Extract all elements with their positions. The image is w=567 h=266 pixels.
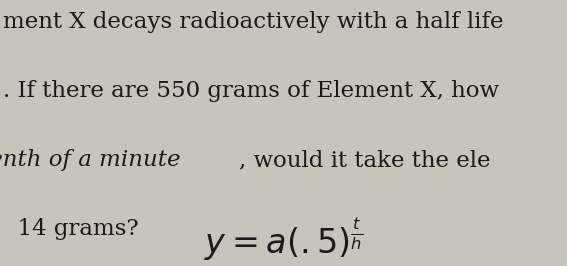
Text: 14 grams?: 14 grams? bbox=[3, 218, 138, 240]
Text: ment X decays radioactively with a half life: ment X decays radioactively with a half … bbox=[3, 11, 503, 33]
Text: . If there are 550 grams of Element X, how: . If there are 550 grams of Element X, h… bbox=[3, 80, 499, 102]
Text: , would it take the ele: , would it take the ele bbox=[239, 149, 490, 171]
Text: $y = a(.5)^{\frac{t}{h}}$: $y = a(.5)^{\frac{t}{h}}$ bbox=[204, 217, 363, 263]
Text: tenth of a minute: tenth of a minute bbox=[0, 149, 181, 171]
